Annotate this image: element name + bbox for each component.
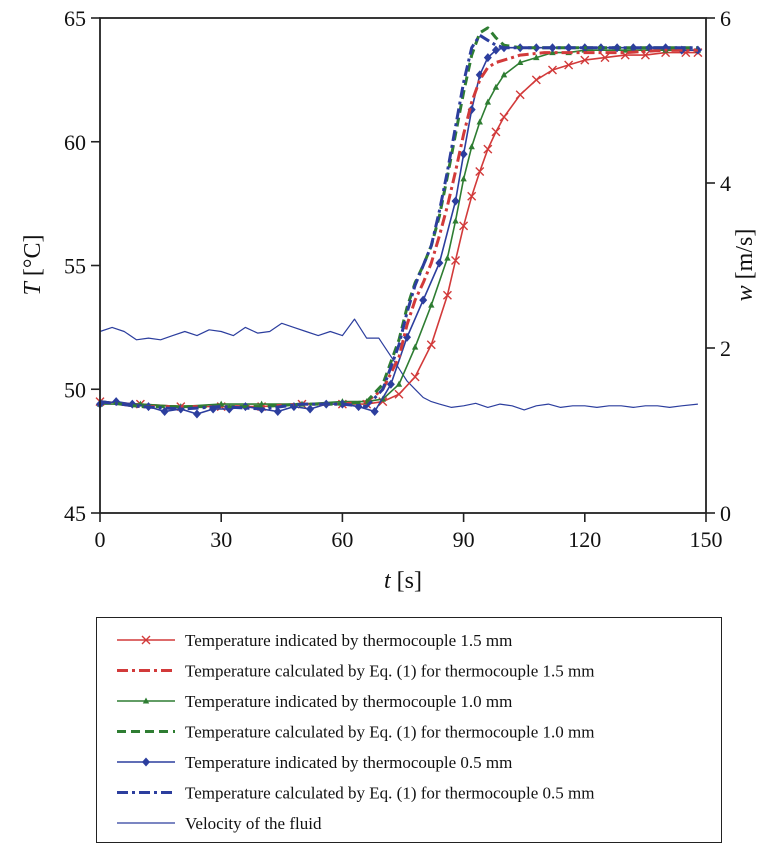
data-point	[600, 53, 610, 63]
y-axis-label: T [°C]	[20, 235, 46, 296]
data-point	[426, 340, 436, 350]
x-tick-label: 120	[568, 527, 601, 552]
data-point	[442, 290, 452, 300]
legend-label-5: Temperature calculated by Eq. (1) for th…	[185, 784, 595, 803]
data-point	[444, 254, 451, 261]
data-point	[622, 46, 629, 53]
data-point	[476, 118, 483, 125]
data-point	[547, 65, 557, 75]
data-point	[531, 75, 541, 85]
series-line-3	[99, 26, 698, 409]
y-tick-label: 65	[64, 6, 86, 31]
y-tick-label: 60	[64, 130, 86, 155]
data-point	[484, 98, 492, 105]
series-line-2	[100, 49, 698, 408]
series-line-1	[99, 48, 698, 409]
legend-label-2: Temperature indicated by thermocouple 1.…	[185, 692, 512, 711]
legend-label-0: Temperature indicated by thermocouple 1.…	[185, 631, 512, 650]
x-axis-label: t [s]	[384, 568, 422, 594]
data-point	[410, 372, 420, 382]
series-line-4	[99, 46, 698, 415]
axis-ticks: 0 30 60 90 120 150 45 50 55 60 65 0 2 4 6	[64, 6, 731, 552]
data-point	[564, 60, 574, 70]
data-point	[483, 144, 493, 154]
data-point	[475, 166, 485, 176]
x-tick-label: 30	[210, 527, 232, 552]
data-point	[580, 55, 590, 65]
legend-marker	[142, 757, 150, 767]
series-line-5	[99, 33, 698, 411]
data-point	[499, 112, 509, 122]
legend-label-4: Temperature indicated by thermocouple 0.…	[185, 753, 512, 772]
data-point	[428, 301, 435, 308]
legend-label-6: Velocity of the fluid	[185, 814, 322, 833]
data-point	[693, 45, 702, 55]
y-tick-label: 45	[64, 501, 86, 526]
data-point	[192, 409, 201, 419]
y-tick-label: 55	[64, 254, 86, 279]
legend-label-1: Temperature calculated by Eq. (1) for th…	[185, 662, 595, 681]
data-point	[411, 343, 419, 350]
data-point	[459, 221, 469, 231]
legend-entries: Temperature indicated by thermocouple 1.…	[117, 631, 595, 833]
legend-label-3: Temperature calculated by Eq. (1) for th…	[185, 723, 595, 742]
data-point	[460, 175, 467, 182]
y2-tick-label: 0	[720, 501, 731, 526]
chart: 0 30 60 90 120 150 45 50 55 60 65 0 2 4 6 T [°C] w [m/…	[20, 6, 758, 594]
data-point	[370, 407, 379, 417]
series-line-0	[99, 51, 698, 408]
legend-marker	[141, 635, 151, 645]
data-point	[515, 90, 525, 100]
legend-marker	[142, 697, 150, 704]
x-tick-label: 60	[331, 527, 353, 552]
data-point	[468, 143, 475, 150]
x-tick-label: 0	[95, 527, 106, 552]
legend: Temperature indicated by thermocouple 1.…	[96, 617, 722, 843]
data-point	[500, 71, 508, 78]
data-point	[483, 53, 492, 63]
plot-frame	[99, 17, 707, 514]
series-line-6	[99, 318, 698, 411]
data-point	[661, 43, 670, 53]
data-point	[273, 407, 282, 417]
y2-tick-label: 6	[720, 6, 731, 31]
x-tick-label: 150	[690, 527, 723, 552]
data-point	[533, 54, 540, 61]
data-point	[491, 127, 501, 137]
data-point	[467, 191, 477, 201]
data-point	[419, 295, 428, 305]
y2-tick-label: 2	[720, 336, 731, 361]
y-tick-label: 50	[64, 377, 86, 402]
data-point	[516, 59, 524, 66]
y2-tick-label: 4	[720, 171, 731, 196]
data-point	[394, 389, 404, 399]
data-point	[395, 380, 403, 387]
data-point	[492, 83, 500, 90]
data-point	[451, 196, 460, 206]
data-point	[452, 217, 459, 224]
data-point	[386, 379, 395, 389]
y2-axis-label: w [m/s]	[732, 229, 758, 302]
data-point	[306, 404, 315, 414]
data-point	[451, 256, 461, 266]
x-tick-label: 90	[453, 527, 475, 552]
data-point	[435, 258, 444, 268]
data-point	[491, 45, 500, 55]
plot-series	[95, 26, 703, 419]
data-point	[459, 149, 468, 159]
